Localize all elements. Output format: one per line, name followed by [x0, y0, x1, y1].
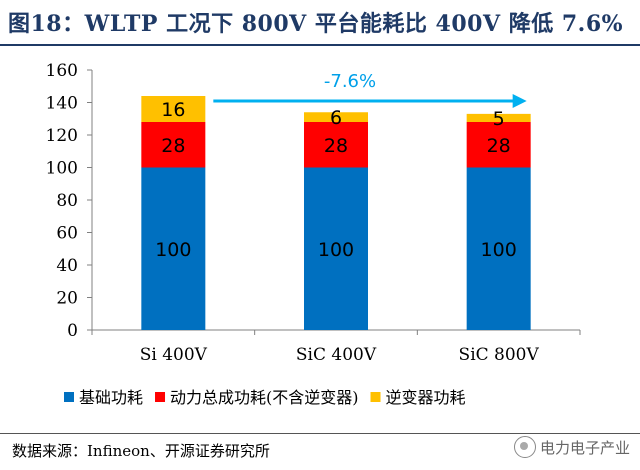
x-tick-label: SiC 400V: [296, 345, 377, 365]
chart-title: 图18：WLTP 工况下 800V 平台能耗比 400V 降低 7.6%: [8, 11, 624, 37]
watermark: 电力电子产业: [513, 436, 630, 458]
y-tick-label: 40: [56, 256, 78, 276]
data-label: 16: [161, 99, 185, 121]
legend-label: 动力总成功耗(不含逆变器): [170, 388, 359, 407]
trend-arrow-head: [512, 94, 527, 108]
bar-segment: [304, 122, 368, 168]
bar-segment: [466, 122, 531, 168]
data-label: 100: [155, 239, 191, 261]
legend-swatch: [64, 392, 74, 402]
bar-segment: [141, 96, 206, 122]
legend-label: 基础功耗: [79, 388, 143, 407]
y-tick-label: 120: [46, 126, 78, 146]
legend-swatch: [370, 392, 381, 402]
data-label: 100: [318, 239, 354, 261]
bar-segment: [304, 167, 368, 330]
data-label: 28: [161, 135, 185, 157]
watermark-text: 电力电子产业: [539, 438, 630, 457]
y-tick-label: 20: [56, 289, 78, 309]
bar-segment: [466, 167, 531, 330]
x-tick-label: SiC 800V: [459, 345, 540, 365]
data-label: 100: [481, 239, 517, 261]
trend-annotation: -7.6%: [324, 71, 376, 92]
data-label: 28: [324, 135, 348, 157]
data-label: 5: [493, 108, 505, 130]
data-label: 6: [330, 107, 342, 129]
title-underline: [0, 44, 640, 46]
y-tick-label: 160: [46, 61, 78, 81]
legend-label: 逆变器功耗: [386, 388, 466, 407]
y-tick-label: 0: [67, 321, 78, 341]
y-tick-label: 100: [46, 159, 78, 179]
wechat-icon: [513, 436, 536, 458]
y-tick-label: 140: [46, 94, 78, 114]
source-note: 数据来源：Infineon、开源证券研究所: [12, 442, 270, 460]
data-label: 28: [487, 135, 511, 157]
y-tick-label: 60: [56, 224, 78, 244]
bar-segment: [141, 167, 206, 330]
bar-segment: [304, 112, 368, 122]
legend-swatch: [155, 392, 166, 402]
bar-segment: [466, 113, 531, 122]
x-tick-label: Si 400V: [140, 345, 208, 365]
source-divider: [0, 433, 640, 434]
stacked-bar-chart: 0 20 40 60 80 100 120 140 160 100 28 16 Si 400V 100 28…: [46, 61, 581, 407]
bar-segment: [141, 122, 206, 168]
y-tick-label: 80: [56, 191, 78, 211]
